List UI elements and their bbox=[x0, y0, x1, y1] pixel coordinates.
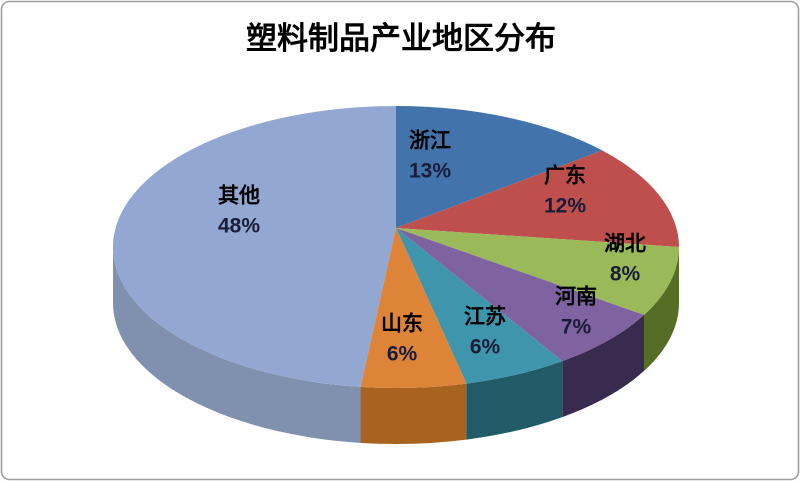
pie-slice-jiangsu-side bbox=[466, 361, 563, 440]
pie-labels: 浙江 13% 广东 12% 湖北 8% 河南 7% 江苏 6% 山东 6% 其他 48% bbox=[218, 130, 646, 366]
pie-slices bbox=[112, 105, 679, 389]
pie-slice-henan-side bbox=[562, 314, 644, 418]
pie-slice-hubei bbox=[396, 228, 679, 315]
pie-slice-henan bbox=[396, 228, 644, 362]
pie-percent-hubei: 8% bbox=[610, 263, 641, 286]
pie-slice-zhejiang bbox=[396, 106, 603, 228]
pie-percent-henan: 7% bbox=[561, 316, 592, 339]
pie-slice-guangdong bbox=[396, 150, 679, 247]
pie-slice-other bbox=[112, 105, 397, 387]
pie-percent-zhejiang: 13% bbox=[409, 160, 451, 183]
pie-label-other: 其他 bbox=[218, 184, 260, 208]
pie-label-shandong: 山东 bbox=[381, 312, 423, 336]
pie-percent-jiangsu: 6% bbox=[470, 336, 501, 359]
pie-slice-hubei-side bbox=[643, 247, 679, 371]
pie-slice-other-side bbox=[113, 247, 361, 443]
pie-3d-walls bbox=[113, 247, 679, 445]
pie-label-zhejiang: 浙江 bbox=[409, 130, 451, 153]
pie-label-hubei: 湖北 bbox=[604, 233, 646, 256]
pie-percent-shandong: 6% bbox=[387, 343, 418, 366]
pie-label-henan: 河南 bbox=[555, 285, 597, 309]
pie-percent-guangdong: 12% bbox=[544, 195, 586, 218]
pie-slice-shandong-side bbox=[360, 383, 467, 445]
chart-title: 塑料制品产业地区分布 bbox=[246, 21, 556, 56]
pie-slice-shandong bbox=[360, 228, 467, 389]
pie-slice-jiangsu bbox=[396, 228, 563, 384]
pie-label-guangdong: 广东 bbox=[544, 164, 586, 188]
pie-percent-other: 48% bbox=[218, 215, 260, 238]
pie-label-jiangsu: 江苏 bbox=[464, 306, 506, 329]
